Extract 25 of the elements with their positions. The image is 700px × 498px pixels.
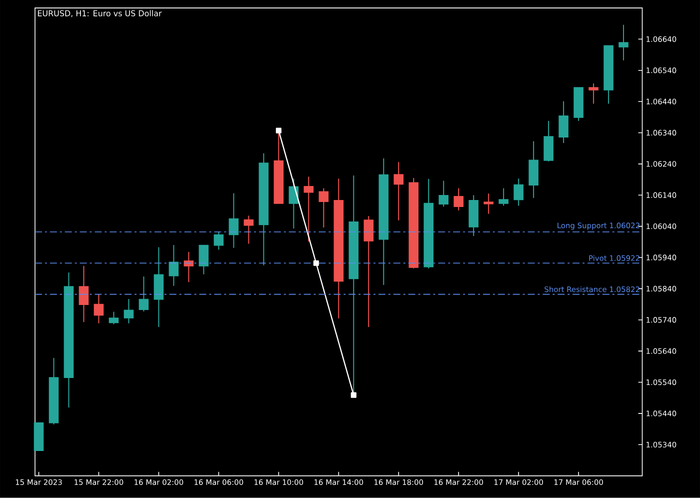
candlestick xyxy=(214,231,224,250)
candlestick xyxy=(304,176,314,242)
candlestick xyxy=(558,100,568,144)
candlestick xyxy=(364,216,374,328)
candlestick xyxy=(588,83,598,104)
candlestick xyxy=(618,24,628,61)
point xyxy=(276,128,282,134)
candlestick xyxy=(438,180,448,208)
candlestick xyxy=(484,193,494,214)
candlestick xyxy=(124,298,134,324)
candlestick xyxy=(78,266,89,323)
candlestick xyxy=(244,215,254,244)
point xyxy=(350,392,356,398)
candlestick xyxy=(454,188,464,212)
candlestick xyxy=(108,311,119,325)
candlestick xyxy=(394,162,404,221)
candlestick xyxy=(514,178,524,206)
candlestick xyxy=(498,188,508,206)
candlestick xyxy=(94,294,104,324)
point xyxy=(313,260,319,266)
candlestick xyxy=(318,188,329,228)
candlestick xyxy=(168,244,179,286)
candlestick xyxy=(198,244,209,275)
candlestick xyxy=(138,276,149,312)
candlestick xyxy=(228,192,239,248)
